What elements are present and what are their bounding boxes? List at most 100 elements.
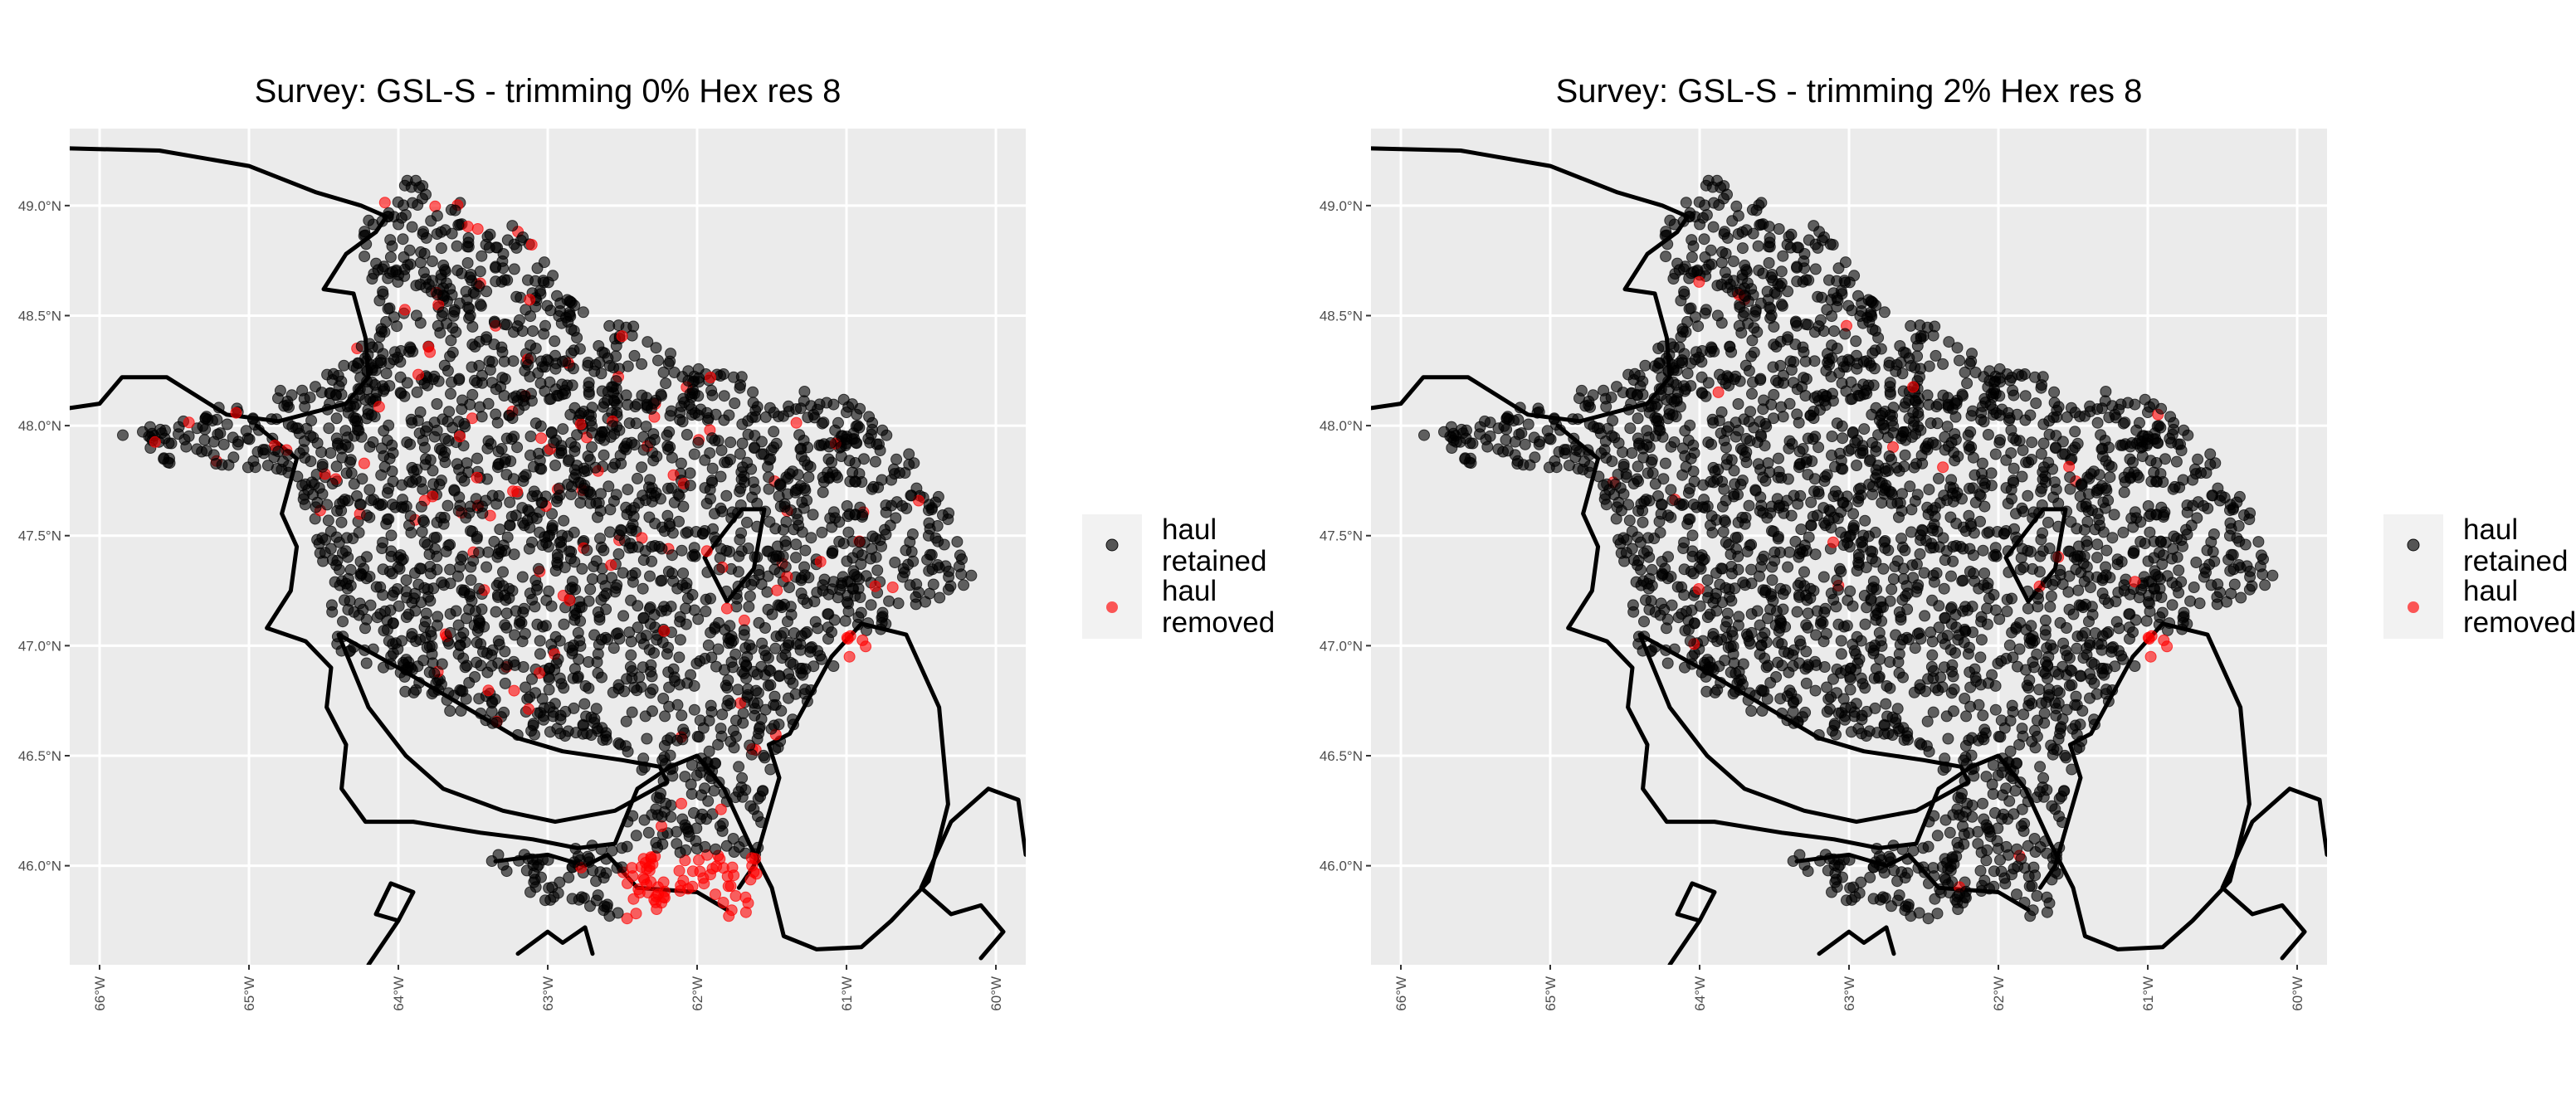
- haul-point-retained: [363, 214, 375, 226]
- haul-point-retained: [1769, 555, 1781, 567]
- haul-point-retained: [1777, 250, 1789, 262]
- haul-point-retained: [466, 361, 478, 373]
- haul-point-retained: [1761, 285, 1773, 298]
- haul-point-retained: [578, 698, 591, 710]
- haul-point-retained: [2100, 688, 2112, 700]
- haul-point-retained: [2061, 505, 2073, 518]
- haul-point-retained: [710, 843, 722, 855]
- haul-point-retained: [1637, 547, 1650, 559]
- haul-point-retained: [475, 708, 487, 719]
- haul-point-retained: [1707, 221, 1720, 233]
- haul-point-retained: [1839, 256, 1852, 269]
- haul-point-retained: [1896, 594, 1909, 606]
- haul-point-retained: [704, 484, 716, 496]
- haul-point-retained: [736, 437, 749, 450]
- haul-point-retained: [1659, 457, 1671, 470]
- haul-point-retained: [330, 412, 343, 425]
- haul-point-retained: [1811, 605, 1823, 617]
- haul-point-retained: [1995, 714, 2008, 727]
- haul-point-retained: [497, 248, 510, 260]
- haul-point-retained: [1872, 460, 1885, 472]
- haul-point-retained: [532, 562, 544, 575]
- haul-point-removed: [398, 304, 411, 316]
- haul-point-retained: [383, 267, 396, 280]
- haul-point-retained: [548, 436, 560, 449]
- haul-point-retained: [431, 424, 443, 436]
- haul-point-retained: [2204, 459, 2217, 470]
- haul-point-retained: [2021, 679, 2033, 692]
- haul-point-retained: [1899, 449, 1911, 461]
- haul-point-retained: [435, 474, 447, 487]
- haul-point-retained: [499, 544, 511, 557]
- haul-point-retained: [1645, 595, 1657, 607]
- haul-point-retained: [610, 489, 622, 501]
- coastline-segment: [1817, 925, 1896, 956]
- haul-point-retained: [481, 561, 493, 573]
- haul-point-retained: [2212, 578, 2224, 591]
- haul-point-retained: [1974, 515, 1986, 528]
- haul-point-retained: [444, 350, 456, 363]
- haul-point-retained: [622, 484, 634, 496]
- haul-point-retained: [1934, 497, 1946, 509]
- haul-point-retained: [542, 530, 554, 543]
- haul-point-retained: [387, 475, 399, 488]
- haul-point-retained: [1679, 661, 1690, 674]
- haul-point-retained: [1676, 469, 1689, 481]
- haul-point-removed: [429, 200, 442, 212]
- haul-point-retained: [1798, 566, 1810, 578]
- haul-point-retained: [697, 528, 709, 539]
- haul-point-retained: [516, 325, 529, 338]
- haul-point-retained: [641, 732, 653, 745]
- haul-point-retained: [592, 606, 604, 618]
- haul-point-retained: [660, 377, 672, 390]
- haul-point-retained: [2192, 453, 2204, 465]
- haul-point-retained: [700, 593, 712, 606]
- haul-point-retained: [807, 509, 819, 521]
- haul-point-retained: [1768, 320, 1780, 333]
- haul-point-retained: [557, 423, 569, 436]
- haul-point-retained: [529, 601, 541, 613]
- haul-point-retained: [538, 328, 550, 340]
- haul-point-retained: [2011, 888, 2022, 901]
- haul-point-retained: [476, 250, 488, 262]
- haul-point-retained: [417, 483, 429, 495]
- haul-point-retained: [2110, 596, 2122, 607]
- haul-point-retained: [1943, 336, 1955, 348]
- haul-point-removed: [424, 346, 437, 358]
- haul-point-retained: [684, 467, 696, 479]
- haul-points: [117, 174, 978, 925]
- haul-point-retained: [1816, 234, 1828, 246]
- haul-point-retained: [2037, 527, 2049, 539]
- haul-point-retained: [500, 621, 513, 634]
- haul-point-retained: [2093, 513, 2105, 526]
- haul-point-retained: [729, 397, 741, 410]
- haul-point-retained: [638, 762, 651, 773]
- haul-point-retained: [663, 426, 676, 438]
- haul-point-retained: [535, 497, 548, 509]
- haul-point-retained: [2054, 616, 2066, 629]
- haul-point-retained: [385, 529, 398, 542]
- haul-point-retained: [874, 445, 886, 456]
- haul-point-removed: [621, 912, 633, 925]
- haul-point-retained: [890, 453, 903, 465]
- haul-point-retained: [360, 657, 373, 669]
- haul-point-retained: [688, 448, 700, 460]
- haul-point-retained: [1835, 635, 1847, 647]
- haul-point-retained: [785, 609, 798, 621]
- haul-point-retained: [1743, 499, 1755, 512]
- haul-point-retained: [862, 617, 875, 630]
- haul-point-retained: [753, 616, 765, 629]
- haul-point-removed: [682, 883, 694, 895]
- haul-point-retained: [880, 528, 892, 541]
- haul-point-retained: [1704, 608, 1716, 620]
- lat-axis: 49.0°N48.5°N48.0°N47.5°N47.0°N46.5°N46.0…: [18, 198, 70, 874]
- haul-point-retained: [1988, 383, 2000, 396]
- coastline-segment: [366, 881, 416, 965]
- haul-point-retained: [497, 262, 510, 275]
- haul-point-retained: [1870, 445, 1882, 457]
- haul-point-retained: [1438, 426, 1450, 438]
- haul-point-retained: [1501, 445, 1514, 457]
- haul-point-retained: [1715, 677, 1727, 689]
- haul-point-retained: [1567, 413, 1579, 426]
